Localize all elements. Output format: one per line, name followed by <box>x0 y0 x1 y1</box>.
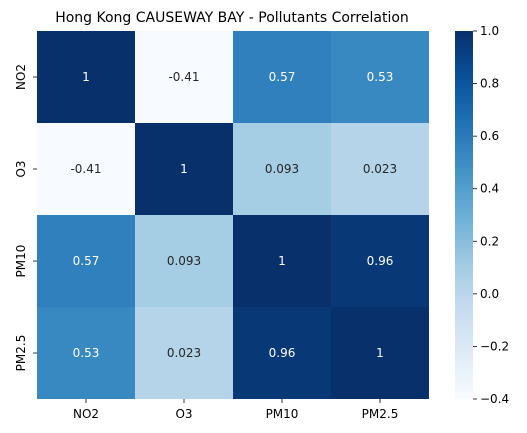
cell-value-label: 0.96 <box>269 346 296 360</box>
y-tick-label: O3 <box>14 160 28 177</box>
heatmap-cell <box>135 307 233 399</box>
colorbar <box>455 31 473 399</box>
cell-value-label: 0.093 <box>265 162 299 176</box>
heatmap-cell <box>331 215 429 307</box>
heatmap-cell <box>37 307 135 399</box>
heatmap-cell <box>331 123 429 215</box>
colorbar-tick-label: 1.0 <box>480 24 499 38</box>
cell-value-label: 0.96 <box>367 254 394 268</box>
heatmap-cell <box>135 215 233 307</box>
colorbar-tick-label: 0.0 <box>480 287 499 301</box>
heatmap-cell <box>37 31 135 123</box>
chart-title: Hong Kong CAUSEWAY BAY - Pollutants Corr… <box>55 10 409 26</box>
heatmap-cells: 1 -0.41 0.57 0.53 -0.41 1 0.093 0.023 0.57 0.093 1… <box>37 31 429 399</box>
cell-value-label: 0.093 <box>167 254 201 268</box>
x-tick-label: O3 <box>175 407 192 421</box>
cell-value-label: 1 <box>180 162 188 176</box>
cell-value-label: 0.53 <box>367 70 394 84</box>
heatmap-cell <box>233 307 331 399</box>
heatmap-cell <box>37 123 135 215</box>
colorbar-tick-label: 0.2 <box>480 234 499 248</box>
cell-value-label: 1 <box>278 254 286 268</box>
heatmap-cell <box>135 123 233 215</box>
cell-value-label: 0.023 <box>167 346 201 360</box>
colorbar-tick-label: −0.4 <box>480 392 509 406</box>
heatmap-cell <box>233 215 331 307</box>
cell-value-label: 0.53 <box>73 346 100 360</box>
cell-value-label: -0.41 <box>70 162 101 176</box>
cell-value-label: 1 <box>82 70 90 84</box>
heatmap-cell <box>331 307 429 399</box>
heatmap-cell <box>331 31 429 123</box>
cell-value-label: 0.57 <box>269 70 296 84</box>
y-tick-label: PM2.5 <box>14 335 28 372</box>
x-axis: NO2 O3 PM10 PM2.5 <box>73 399 398 421</box>
heatmap-cell <box>37 215 135 307</box>
colorbar-tick-label: 0.6 <box>480 129 499 143</box>
colorbar-tick-label: 0.4 <box>480 182 499 196</box>
x-tick-label: NO2 <box>73 407 99 421</box>
colorbar-tick-label: 0.8 <box>480 77 499 91</box>
cell-value-label: 1 <box>376 346 384 360</box>
x-tick-label: PM10 <box>266 407 299 421</box>
heatmap-cell <box>233 123 331 215</box>
cell-value-label: 0.023 <box>363 162 397 176</box>
y-tick-label: PM10 <box>14 245 28 278</box>
heatmap-cell <box>135 31 233 123</box>
x-tick-label: PM2.5 <box>362 407 399 421</box>
cell-value-label: -0.41 <box>168 70 199 84</box>
y-tick-label: NO2 <box>14 64 28 90</box>
cell-value-label: 0.57 <box>73 254 100 268</box>
colorbar-tick-label: −0.2 <box>480 339 509 353</box>
y-axis: NO2 O3 PM10 PM2.5 <box>14 64 37 371</box>
heatmap-cell <box>233 31 331 123</box>
colorbar-axis: 1.0 0.8 0.6 0.4 0.2 0.0 −0.2 −0.4 <box>473 24 509 406</box>
